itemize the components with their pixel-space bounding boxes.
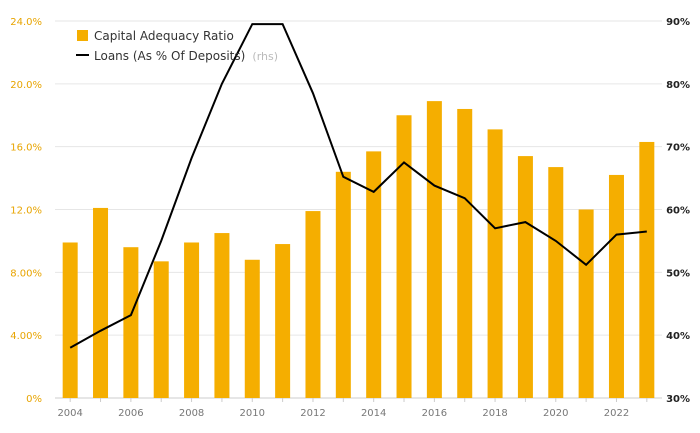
bar-2012 (305, 211, 321, 398)
bar-2019 (517, 156, 533, 398)
bar-2004 (62, 242, 78, 398)
y-left-tick-label: 4.00% (10, 331, 42, 342)
y-left-tick-label: 16.0% (10, 143, 42, 154)
legend-entry-loans: Loans (As % Of Deposits) (rhs) (94, 45, 278, 64)
bar-2008 (184, 242, 200, 398)
bar-2005 (93, 207, 109, 398)
y-left-tick-label: 8.00% (10, 268, 42, 279)
x-tick-label: 2012 (300, 408, 325, 419)
bar-2022 (608, 174, 624, 398)
loans-line (69, 23, 647, 349)
bar-2017 (457, 108, 473, 398)
bar-2006 (123, 247, 139, 398)
line-series-loans (69, 23, 647, 349)
x-tick-label: 2004 (57, 408, 82, 419)
x-tick-label: 2020 (543, 408, 568, 419)
legend-swatch-capital-adequacy (77, 30, 88, 41)
legend: Capital Adequacy Ratio Loans (As % Of De… (76, 29, 278, 64)
bar-2011 (275, 244, 291, 398)
bar-2007 (153, 261, 169, 398)
bar-2016 (426, 101, 442, 399)
bar-2010 (244, 259, 260, 398)
y-right-tick-label: 70% (666, 143, 690, 154)
x-tick-label: 2022 (604, 408, 629, 419)
axes: 0% 4.00% 8.00% 12.0% 16.0% 20.0% 24.0% 30% 40% 50… (10, 17, 690, 419)
y-right-tick-label: 90% (666, 17, 690, 28)
bar-2013 (335, 171, 351, 398)
x-tick-label: 2008 (179, 408, 204, 419)
legend-label-capital-adequacy: Capital Adequacy Ratio (94, 29, 234, 43)
y-right-tick-label: 50% (666, 268, 690, 279)
y-right-tick-label: 60% (666, 206, 690, 217)
y-right-tick-label: 30% (666, 394, 690, 405)
y-left-tick-label: 24.0% (10, 17, 42, 28)
x-tick-label: 2006 (118, 408, 143, 419)
x-tick-label: 2016 (422, 408, 447, 419)
bar-2018 (487, 129, 503, 398)
bar-2021 (578, 209, 594, 398)
bar-2023 (639, 141, 655, 398)
y-right-tick-label: 40% (666, 331, 690, 342)
bar-2015 (396, 115, 412, 398)
bar-2020 (548, 167, 564, 398)
legend-label-loans: Loans (As % Of Deposits) (94, 49, 245, 63)
y-left-tick-label: 20.0% (10, 80, 42, 91)
gridlines (55, 20, 662, 399)
bar-2009 (214, 233, 230, 398)
x-tick-label: 2010 (240, 408, 265, 419)
y-right-tick-label: 80% (666, 80, 690, 91)
bar-2014 (366, 151, 382, 398)
bar-series-capital-adequacy (62, 101, 655, 399)
x-tick-label: 2018 (482, 408, 507, 419)
legend-suffix-rhs: (rhs) (252, 50, 278, 63)
y-left-tick-label: 12.0% (10, 206, 42, 217)
x-tick-label: 2014 (361, 408, 386, 419)
y-left-tick-label: 0% (26, 394, 42, 405)
